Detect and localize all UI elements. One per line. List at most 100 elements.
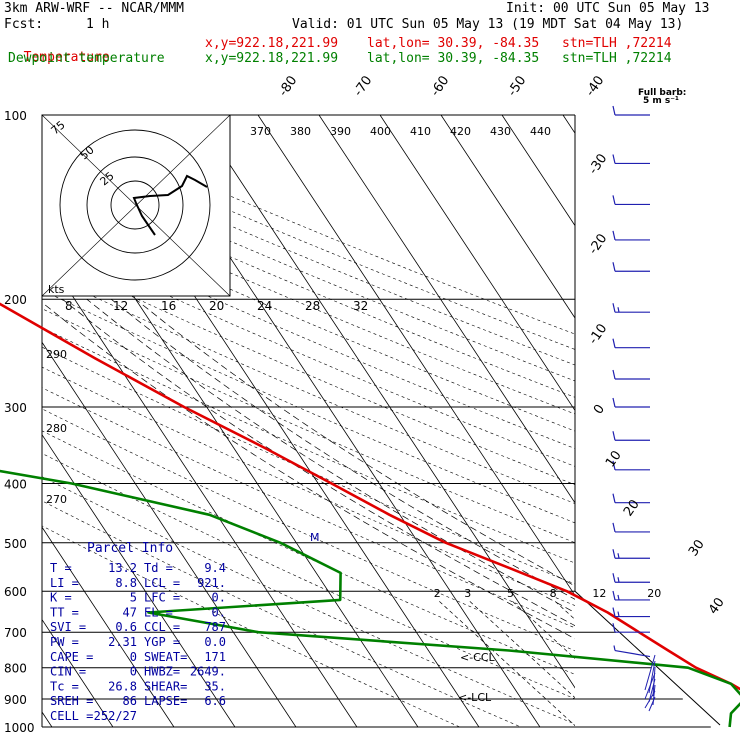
moist-adiabat [86, 298, 575, 613]
dewpoint-legend: Dewpoint temperature [8, 51, 165, 66]
dry-adiabat [42, 172, 575, 398]
dry-adiabat [42, 387, 575, 629]
speed-tick-label: 28 [305, 299, 320, 313]
wind-barb [612, 230, 650, 241]
theta-label: 270 [46, 493, 67, 506]
parcel-label: HWBZ= [144, 665, 180, 679]
hodograph-ring [59, 129, 211, 281]
isotherm-line [196, 115, 575, 689]
mixing-ratio-line [468, 599, 575, 699]
parcel-label: LAPSE= [144, 694, 187, 708]
fcst-value: 1 h [86, 17, 110, 32]
wind-barb [612, 590, 650, 601]
speed-tick-label: 20 [209, 299, 224, 313]
parcel-label: LFC = [144, 591, 180, 605]
barb-flag [612, 369, 616, 380]
hodograph-ring [86, 156, 184, 254]
isotherm-label: -10 [586, 321, 610, 347]
dewpoint-trace [0, 469, 740, 728]
theta-e-label: 380 [290, 125, 311, 138]
barb-flag [612, 549, 616, 559]
mixing-ratio-label: 5 [507, 587, 514, 600]
dry-adiabat [42, 220, 575, 449]
barb-flag [612, 522, 616, 533]
theta-e-label: 420 [450, 125, 471, 138]
isotherm-label: 30 [686, 537, 708, 559]
hodograph-diagonal [41, 114, 231, 297]
parcel-label: Td = [144, 561, 173, 575]
wind-barb [612, 369, 650, 380]
parcel-label: CIN = [50, 665, 86, 679]
parcel-value: 8.8 [115, 576, 137, 590]
parcel-label: LCL = [144, 576, 180, 590]
barb-flag [612, 262, 616, 272]
isotherm-label: 10 [603, 448, 625, 470]
moist-adiabat [62, 298, 575, 627]
parcel-label: SREH = [50, 694, 93, 708]
parcel-label: Tc = [50, 679, 79, 693]
barb-flag [612, 195, 616, 205]
wind-barb [612, 522, 650, 533]
parcel-label: CAPE = [50, 650, 93, 664]
theta-e-label: 400 [370, 125, 391, 138]
isotherm-label: -80 [276, 73, 300, 99]
fcst-label: Fcst: [4, 17, 44, 32]
barb-flag [612, 230, 616, 241]
surface-barb [648, 660, 656, 694]
isotherm-line [257, 115, 575, 597]
dewpoint-xy: x,y=922.18,221.99 [205, 51, 339, 66]
parcel-label: SHEAR= [144, 679, 187, 693]
moist-adiabat [42, 301, 575, 640]
parcel-label: CELL = [50, 709, 93, 723]
pressure-tick-label: 1000 [4, 721, 35, 735]
isotherm-line [42, 249, 358, 727]
dry-adiabat [42, 453, 575, 700]
wind-barb [612, 105, 650, 116]
init-time: Init: 00 UTC Sun 05 May 13 [506, 1, 710, 16]
parcel-label: TT = [50, 605, 79, 619]
dry-adiabat [42, 476, 575, 725]
wind-barb [612, 493, 650, 504]
parcel-label: CCL = [144, 620, 180, 634]
theta-e-label: 440 [530, 125, 551, 138]
parcel-value: 47 [123, 605, 137, 619]
isotherm-label: 40 [706, 595, 728, 617]
parcel-value: 13.2 [108, 561, 137, 575]
isotherm-label: -50 [505, 73, 529, 99]
mixing-ratio-line [553, 599, 575, 620]
parcel-value: 6.6 [204, 694, 226, 708]
parcel-value: 5 [130, 591, 137, 605]
barb-half [617, 611, 620, 617]
sounding-traces [0, 302, 740, 728]
theta-e-label: 370 [250, 125, 271, 138]
pressure-tick-label: 500 [4, 537, 27, 551]
parcel-value: 0 [130, 665, 137, 679]
pressure-tick-label: 700 [4, 626, 27, 640]
barb-legend-line2: 5 m s⁻¹ [643, 96, 679, 106]
lcl-label: <-LCL [458, 691, 492, 704]
parcel-value: 9.4 [204, 561, 226, 575]
mixing-ratio-label: 20 [647, 587, 661, 600]
temperature-xy: x,y=922.18,221.99 [205, 36, 339, 51]
right-skew-border [574, 590, 721, 726]
isotherm-line [318, 115, 575, 504]
barb-flag [612, 154, 616, 164]
wind-barb [612, 623, 650, 633]
dry-adiabat [42, 346, 575, 585]
wind-barb [612, 262, 650, 272]
parcel-value: 171 [204, 650, 226, 664]
mixing-ratio-line [437, 599, 575, 727]
surface-barb [644, 690, 656, 709]
barb-half [617, 594, 620, 601]
isotherm-label: -30 [586, 151, 610, 177]
parcel-label: EL = [144, 605, 173, 619]
barb-half [617, 307, 620, 313]
pressure-tick-label: 400 [4, 477, 27, 491]
parcel-label: T = [50, 561, 72, 575]
theta-label: 280 [46, 422, 67, 435]
barb-flag [612, 105, 616, 116]
parcel-value: 0 [130, 650, 137, 664]
parcel-value: 0. [212, 591, 226, 605]
